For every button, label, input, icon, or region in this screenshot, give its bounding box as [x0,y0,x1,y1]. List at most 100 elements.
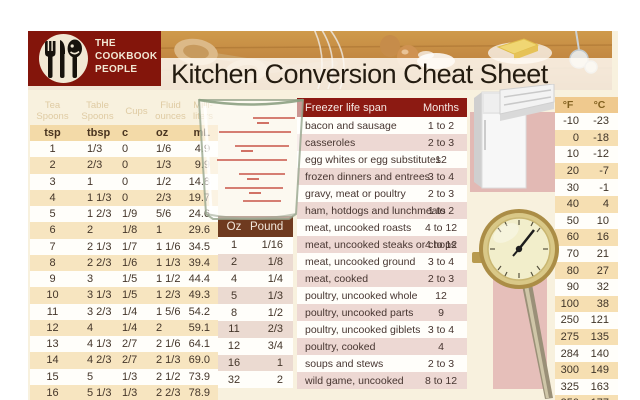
table-cell: 350 [555,397,581,400]
table-cell: 2 to 3 [427,187,455,200]
table-cell: 2 to 3 [427,136,455,149]
measuring-cup-icon [197,98,305,220]
table-cell: 2 [49,159,56,172]
table-row: 40 4 [555,195,618,213]
table-cell: 2/7 [122,338,138,351]
table-cell: meat, uncooked roasts [305,221,412,234]
table-cell: 163 [590,380,609,393]
table-row: 100 38 [555,295,618,313]
table-cell: poultry, uncooked parts [305,306,414,319]
table-cell: 2/3 [87,159,103,172]
table-cell: 2 to 3 [427,357,455,370]
table-cell: 1/8 [267,256,283,269]
table-row: 11 3 2/3 1/4 1 5/6 54.2 [30,303,218,320]
temperature-header-row: °F °C [555,97,618,113]
table-cell: 49.3 [188,289,210,302]
table-row: 80 27 [555,262,618,279]
table-cell: 1/9 [122,208,138,221]
table-cell: 0 [572,131,579,144]
table-cell: soups and stews [305,357,384,370]
column-header: tsp [44,127,61,139]
table-row: 20 -7 [555,162,618,180]
cutlery-icon [45,39,82,78]
table-cell: 11 [46,305,59,318]
table-cell: 10 [46,289,59,302]
cookbook-people-logo: THE COOKBOOK PEOPLE [28,31,161,86]
table-cell: 275 [560,331,579,344]
table-cell: 1 [49,143,56,156]
table-row: poultry, uncooked parts 9 [297,304,467,321]
table-cell: poultry, cooked [305,340,376,353]
table-cell: egg whites or egg substitutes [305,153,441,166]
table-row: 7 2 1/3 1/7 1 1/6 34.5 [30,238,218,255]
table-row: 14 4 2/3 2/7 2 1/3 69.0 [30,352,218,369]
table-cell: 34.5 [188,240,210,253]
table-cell: 1 [156,224,163,237]
table-cell: 10 [566,148,579,161]
table-cell: 3 to 4 [427,323,455,336]
table-cell: 54.2 [188,305,210,318]
table-cell: 39.4 [188,256,210,269]
table-cell: 2 1/6 [156,338,181,351]
column-header: Oz [226,220,242,233]
table-cell: 40 [566,198,579,211]
table-cell: 11 [228,323,240,336]
table-cell: 69.0 [188,354,210,367]
table-row: 8 1/2 [218,304,293,321]
table-cell: 140 [590,347,609,360]
table-row: 16 1 [218,354,293,372]
freezer-image [466,83,558,196]
table-row: 2 1/8 [218,253,293,271]
table-cell: ham, hotdogs and lunchmeats [305,204,446,217]
table-row: 8 2 2/3 1/6 1 1/3 39.4 [30,254,218,271]
column-header: Cups [125,105,148,117]
table-cell: 20 [566,165,579,178]
table-cell: 1 1/3 [87,191,112,204]
table-cell: 12 [435,289,447,302]
table-cell: 1/8 [122,224,138,237]
table-row: 300 149 [555,361,618,379]
table-cell: meat, uncooked ground [305,255,416,268]
table-row: 15 5 1/3 2 1/2 73.9 [30,368,218,385]
table-cell: wild game, uncooked [305,374,404,387]
table-row: wild game, uncooked 8 to 12 [297,372,467,389]
table-cell: meat, uncooked steaks or chops [305,238,457,251]
freezer-table-body: bacon and sausage 1 to 2 casseroles 2 to 3 e… [297,117,467,389]
column-header: Fluid ounces [155,100,186,122]
table-row: 250 121 [555,312,618,329]
column-header: oz [156,127,169,139]
table-row: 32 2 [218,371,293,389]
table-cell: 2 [87,224,94,237]
volume-unit-header-row: tsp tbsp c oz mL [30,125,218,141]
table-row: 30 -1 [555,179,618,196]
logo-text: THE COOKBOOK PEOPLE [95,37,157,76]
table-cell: 8 [49,256,56,269]
table-cell: casseroles [305,136,356,149]
logo-circle [39,34,88,83]
column-header: Months [422,101,460,114]
table-cell: 1/6 [156,143,172,156]
table-cell: 4 [49,191,56,204]
table-cell: 30 [566,181,579,194]
table-cell: 177 [581,397,618,400]
table-row: bacon and sausage 1 to 2 [297,117,467,134]
table-row: soups and stews 2 to 3 [297,355,467,372]
table-row: gravy, meat or poultry 2 to 3 [297,185,467,202]
table-cell: 4 to 12 [424,238,458,251]
table-cell: 4 2/3 [87,354,112,367]
table-row: poultry, uncooked giblets 3 to 4 [297,321,467,338]
table-cell: 59.1 [188,321,210,334]
table-cell: 32 [227,373,241,386]
table-row: 12 3/4 [218,337,293,355]
column-header: °F [562,99,574,111]
table-cell: 1/3 [156,159,172,172]
table-row: 5 1/3 [218,287,293,305]
table-cell: 8 [230,306,238,319]
table-row: 325 163 [555,378,618,396]
table-cell: 1 to 2 [427,204,455,217]
table-cell: 15 [46,370,59,383]
table-row: meat, uncooked steaks or chops 4 to 12 [297,236,467,253]
table-row: 1 1/16 [218,237,293,254]
column-header: Tea Spoons [36,100,69,122]
